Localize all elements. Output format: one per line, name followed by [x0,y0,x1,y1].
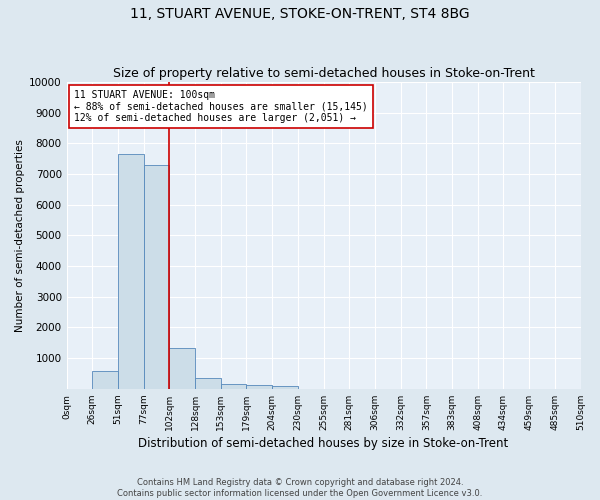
Bar [195,378,221,389]
Y-axis label: Number of semi-detached properties: Number of semi-detached properties [15,139,25,332]
Bar [247,385,272,389]
Bar [272,386,298,389]
X-axis label: Distribution of semi-detached houses by size in Stoke-on-Trent: Distribution of semi-detached houses by … [139,437,509,450]
Bar [169,348,195,389]
Bar [118,154,144,389]
Title: Size of property relative to semi-detached houses in Stoke-on-Trent: Size of property relative to semi-detach… [113,66,535,80]
Bar [221,384,247,389]
Text: Contains HM Land Registry data © Crown copyright and database right 2024.
Contai: Contains HM Land Registry data © Crown c… [118,478,482,498]
Bar [92,371,118,389]
Text: 11, STUART AVENUE, STOKE-ON-TRENT, ST4 8BG: 11, STUART AVENUE, STOKE-ON-TRENT, ST4 8… [130,8,470,22]
Bar [144,166,169,389]
Text: 11 STUART AVENUE: 100sqm
← 88% of semi-detached houses are smaller (15,145)
12% : 11 STUART AVENUE: 100sqm ← 88% of semi-d… [74,90,368,123]
